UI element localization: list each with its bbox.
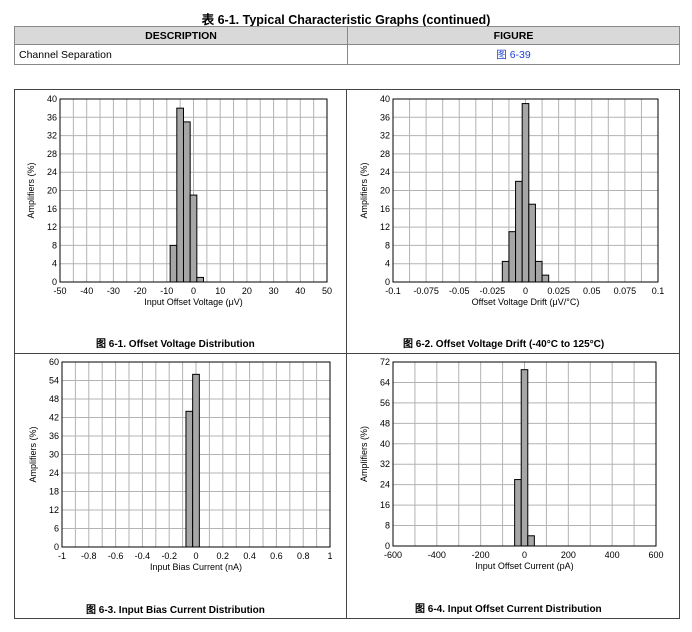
table-header-row: DESCRIPTION FIGURE xyxy=(14,26,680,45)
page-title: 表 6-1. Typical Characteristic Graphs (co… xyxy=(201,13,491,27)
figure-caption-3: 图 6-3. Input Bias Current Distribution xyxy=(86,605,265,616)
figure-caption-4: 图 6-4. Input Offset Current Distribution xyxy=(415,604,602,615)
figure-grid-divider-vertical xyxy=(346,89,347,619)
table-row: Channel Separation 图 6-39 xyxy=(14,44,680,65)
figure-caption-2: 图 6-2. Offset Voltage Drift (-40°C to 12… xyxy=(403,339,605,350)
figure-grid-frame xyxy=(14,89,680,619)
figure-link[interactable]: 图 6-39 xyxy=(496,49,531,61)
figure-caption-1: 图 6-1. Offset Voltage Distribution xyxy=(96,339,255,350)
column-header-figure: FIGURE xyxy=(347,26,680,45)
figure-grid-divider-horizontal xyxy=(14,353,680,354)
row-figure-cell: 图 6-39 xyxy=(347,44,680,65)
reference-table: DESCRIPTION FIGURE Channel Separation 图 … xyxy=(14,26,680,65)
column-header-description: DESCRIPTION xyxy=(14,26,348,45)
row-description: Channel Separation xyxy=(14,44,348,65)
